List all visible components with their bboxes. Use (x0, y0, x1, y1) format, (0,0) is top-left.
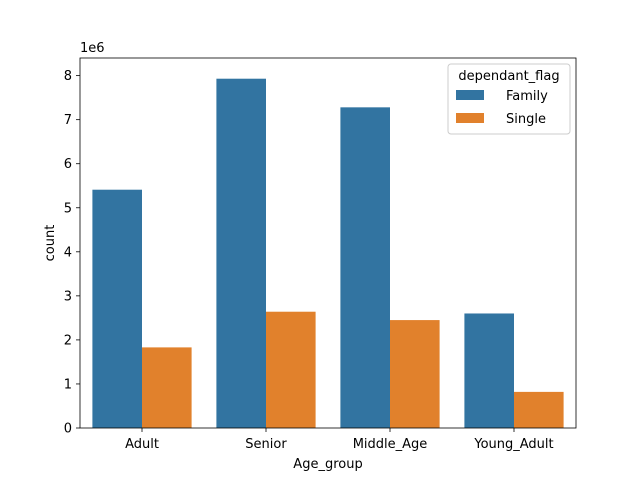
x-tick-label: Young_Adult (473, 437, 553, 452)
legend-swatch-family (456, 90, 484, 100)
legend-swatch-single (456, 113, 484, 123)
legend-label-family: Family (506, 89, 548, 104)
y-tick-label: 5 (64, 201, 72, 216)
y-tick-label: 4 (64, 245, 72, 260)
bar-young-adult-family (464, 313, 514, 428)
legend: dependant_flag Family Single (447, 63, 571, 135)
y-tick-label: 6 (64, 157, 72, 172)
y-tick-label: 0 (64, 422, 72, 437)
x-axis-label: Age_group (293, 457, 362, 472)
y-tick-label: 7 (64, 113, 72, 128)
x-tick-label: Adult (125, 437, 159, 452)
bar-middle-age-family (340, 107, 390, 428)
x-ticks: Adult Senior Middle_Age Young_Adult (125, 428, 554, 452)
legend-label-single: Single (506, 112, 546, 127)
y-tick-label: 3 (64, 289, 72, 304)
bar-senior-family (216, 78, 266, 428)
x-tick-label: Middle_Age (353, 437, 428, 452)
y-scale-label: 1e6 (80, 41, 105, 56)
y-ticks: 0 1 2 3 4 5 6 7 8 (64, 69, 80, 437)
y-tick-label: 1 (64, 377, 72, 392)
bar-senior-single (266, 311, 316, 428)
y-tick-label: 8 (64, 69, 72, 84)
x-tick-label: Senior (245, 437, 287, 452)
bar-young-adult-single (514, 391, 564, 428)
plot-frame (79, 57, 577, 429)
axes-layer (79, 57, 577, 429)
y-axis-label: count (43, 225, 58, 262)
bar-adult-single (142, 347, 192, 428)
y-tick-label: 2 (64, 333, 72, 348)
bars-layer (92, 78, 564, 428)
bar-adult-family (92, 189, 142, 428)
bar-middle-age-single (390, 320, 440, 428)
legend-title: dependant_flag (458, 69, 559, 84)
